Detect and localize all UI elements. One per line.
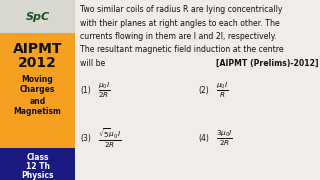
Text: Charges: Charges <box>20 86 55 94</box>
Text: and: and <box>29 96 46 105</box>
Text: SpC: SpC <box>26 12 50 21</box>
Text: $\frac{3\mu_0 I}{2R}$: $\frac{3\mu_0 I}{2R}$ <box>216 129 233 148</box>
Text: [AIPMT (Prelims)-2012]: [AIPMT (Prelims)-2012] <box>217 59 319 68</box>
Text: $\frac{\sqrt{5}\mu_0 I}{2R}$: $\frac{\sqrt{5}\mu_0 I}{2R}$ <box>98 127 121 150</box>
Text: (4): (4) <box>198 134 209 143</box>
Text: Two similar coils of radius R are lying concentrically: Two similar coils of radius R are lying … <box>80 5 283 14</box>
Text: $\frac{\mu_0 I}{2R}$: $\frac{\mu_0 I}{2R}$ <box>98 81 110 100</box>
Text: $\frac{\mu_0 I}{R}$: $\frac{\mu_0 I}{R}$ <box>216 81 228 100</box>
Text: currents flowing in them are I and 2I, respectively.: currents flowing in them are I and 2I, r… <box>80 32 277 41</box>
Bar <box>0 148 75 180</box>
Text: with their planes at right angles to each other. The: with their planes at right angles to eac… <box>80 19 280 28</box>
Bar <box>0 0 75 33</box>
Text: 2012: 2012 <box>18 56 57 70</box>
Text: Moving: Moving <box>22 75 53 84</box>
Text: Physics: Physics <box>21 171 54 180</box>
Text: will be: will be <box>80 59 106 68</box>
Text: Magnetism: Magnetism <box>14 107 61 116</box>
Bar <box>0 0 75 180</box>
Text: The resultant magnetic field induction at the centre: The resultant magnetic field induction a… <box>80 46 284 55</box>
Text: (3): (3) <box>80 134 91 143</box>
Text: 12 Th: 12 Th <box>26 162 50 171</box>
Text: AIPMT: AIPMT <box>13 42 62 56</box>
Text: (2): (2) <box>198 86 209 95</box>
Text: (1): (1) <box>80 86 91 95</box>
Text: Class: Class <box>26 153 49 162</box>
